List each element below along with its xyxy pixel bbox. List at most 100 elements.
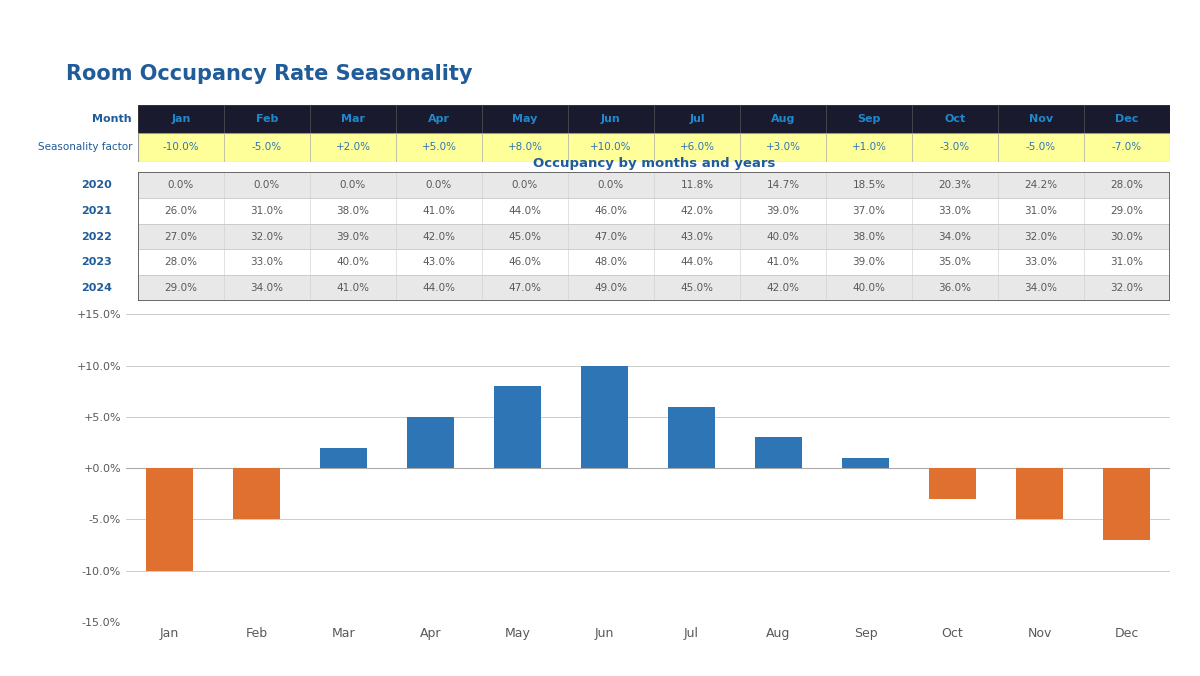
Text: 36.0%: 36.0% xyxy=(938,283,972,293)
Bar xyxy=(138,172,1170,198)
Text: 0.0%: 0.0% xyxy=(426,180,452,190)
Text: 40.0%: 40.0% xyxy=(767,232,799,241)
Text: 40.0%: 40.0% xyxy=(852,283,886,293)
Text: 24.2%: 24.2% xyxy=(1025,180,1057,190)
Text: 29.0%: 29.0% xyxy=(1110,206,1144,216)
Text: 45.0%: 45.0% xyxy=(680,283,714,293)
Text: 43.0%: 43.0% xyxy=(680,232,714,241)
Text: 2022: 2022 xyxy=(82,232,113,241)
Text: +6.0%: +6.0% xyxy=(679,143,714,152)
Text: 14.7%: 14.7% xyxy=(767,180,799,190)
Text: 38.0%: 38.0% xyxy=(852,232,886,241)
Text: 0.0%: 0.0% xyxy=(254,180,280,190)
Bar xyxy=(145,468,193,571)
Bar xyxy=(841,458,889,468)
Text: +1.0%: +1.0% xyxy=(852,143,887,152)
Text: 2020: 2020 xyxy=(82,180,113,190)
Text: 38.0%: 38.0% xyxy=(336,206,370,216)
Bar xyxy=(138,275,1170,301)
Text: 42.0%: 42.0% xyxy=(422,232,456,241)
Text: Seasonality factor: Seasonality factor xyxy=(37,143,132,152)
Text: 31.0%: 31.0% xyxy=(1025,206,1057,216)
Text: 44.0%: 44.0% xyxy=(509,206,541,216)
Text: 0.0%: 0.0% xyxy=(512,180,538,190)
Text: Nov: Nov xyxy=(1028,114,1054,124)
Text: 40.0%: 40.0% xyxy=(336,258,370,267)
Text: 41.0%: 41.0% xyxy=(767,258,799,267)
Text: 39.0%: 39.0% xyxy=(767,206,799,216)
Text: 45.0%: 45.0% xyxy=(509,232,541,241)
Bar xyxy=(755,437,803,468)
Text: 41.0%: 41.0% xyxy=(336,283,370,293)
Text: 34.0%: 34.0% xyxy=(1025,283,1057,293)
Text: 42.0%: 42.0% xyxy=(680,206,714,216)
Text: +3.0%: +3.0% xyxy=(766,143,800,152)
Text: 44.0%: 44.0% xyxy=(680,258,714,267)
Text: Jul: Jul xyxy=(689,114,704,124)
Text: -3.0%: -3.0% xyxy=(940,143,970,152)
Text: 49.0%: 49.0% xyxy=(594,283,628,293)
Text: 37.0%: 37.0% xyxy=(852,206,886,216)
Text: 48.0%: 48.0% xyxy=(594,258,628,267)
Bar xyxy=(1103,468,1151,540)
Text: May: May xyxy=(512,114,538,124)
Text: -10.0%: -10.0% xyxy=(163,143,199,152)
Text: 32.0%: 32.0% xyxy=(1025,232,1057,241)
Text: Apr: Apr xyxy=(428,114,450,124)
Bar xyxy=(929,468,977,499)
Text: Occupancy by months and years: Occupancy by months and years xyxy=(533,157,775,170)
Text: 28.0%: 28.0% xyxy=(1110,180,1144,190)
Text: 30.0%: 30.0% xyxy=(1110,232,1144,241)
Text: 27.0%: 27.0% xyxy=(164,232,198,241)
Text: 0.0%: 0.0% xyxy=(598,180,624,190)
Text: 18.5%: 18.5% xyxy=(852,180,886,190)
Text: 0.0%: 0.0% xyxy=(340,180,366,190)
Text: 0.0%: 0.0% xyxy=(168,180,194,190)
Text: 39.0%: 39.0% xyxy=(336,232,370,241)
Bar xyxy=(1015,468,1063,519)
Text: Jan: Jan xyxy=(172,114,191,124)
Text: Dec: Dec xyxy=(1115,114,1139,124)
Text: Feb: Feb xyxy=(256,114,278,124)
Bar xyxy=(667,406,715,468)
Text: 42.0%: 42.0% xyxy=(767,283,799,293)
Text: Oct: Oct xyxy=(944,114,966,124)
Text: 28.0%: 28.0% xyxy=(164,258,198,267)
Text: 32.0%: 32.0% xyxy=(1110,283,1144,293)
Text: -5.0%: -5.0% xyxy=(252,143,282,152)
Text: +2.0%: +2.0% xyxy=(336,143,371,152)
Text: 35.0%: 35.0% xyxy=(938,258,972,267)
Text: 2023: 2023 xyxy=(82,258,113,267)
Text: 43.0%: 43.0% xyxy=(422,258,456,267)
Bar xyxy=(493,386,541,468)
Text: 47.0%: 47.0% xyxy=(594,232,628,241)
Text: 2024: 2024 xyxy=(82,283,113,293)
Text: 11.8%: 11.8% xyxy=(680,180,714,190)
Text: 32.0%: 32.0% xyxy=(251,232,283,241)
Text: 34.0%: 34.0% xyxy=(251,283,283,293)
Text: 31.0%: 31.0% xyxy=(1110,258,1144,267)
Text: +10.0%: +10.0% xyxy=(590,143,631,152)
Text: +8.0%: +8.0% xyxy=(508,143,542,152)
Text: Mar: Mar xyxy=(341,114,365,124)
Text: 2021: 2021 xyxy=(82,206,113,216)
Text: 31.0%: 31.0% xyxy=(251,206,283,216)
Text: -7.0%: -7.0% xyxy=(1112,143,1142,152)
Text: 47.0%: 47.0% xyxy=(509,283,541,293)
Bar xyxy=(319,448,367,468)
Bar xyxy=(138,249,1170,275)
Text: Aug: Aug xyxy=(770,114,796,124)
Text: 20.3%: 20.3% xyxy=(938,180,972,190)
Text: 33.0%: 33.0% xyxy=(1025,258,1057,267)
Text: Jun: Jun xyxy=(601,114,620,124)
Bar xyxy=(138,224,1170,249)
Text: +5.0%: +5.0% xyxy=(421,143,456,152)
Bar xyxy=(138,198,1170,224)
Text: 44.0%: 44.0% xyxy=(422,283,456,293)
Text: Sep: Sep xyxy=(857,114,881,124)
Text: 26.0%: 26.0% xyxy=(164,206,198,216)
Text: 34.0%: 34.0% xyxy=(938,232,972,241)
Text: 33.0%: 33.0% xyxy=(251,258,283,267)
Text: -5.0%: -5.0% xyxy=(1026,143,1056,152)
Text: Room Occupancy Rate Seasonality: Room Occupancy Rate Seasonality xyxy=(66,64,473,84)
